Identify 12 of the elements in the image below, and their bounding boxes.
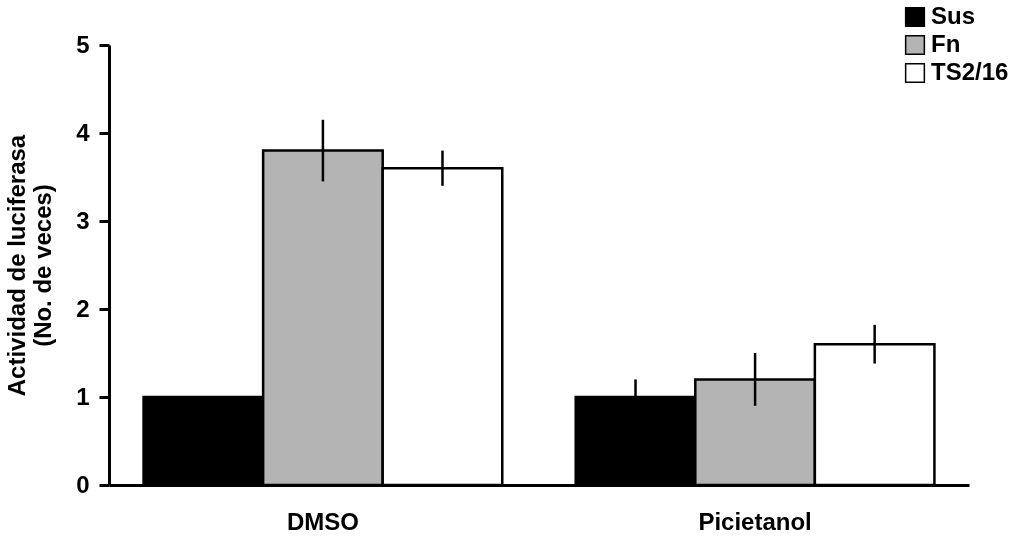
- legend-label: Sus: [931, 2, 976, 29]
- y-tick-label: 2: [76, 294, 90, 322]
- y-tick-label: 3: [76, 206, 90, 234]
- y-tick-label: 0: [76, 470, 90, 498]
- y-tick-label: 1: [76, 382, 90, 410]
- y-tick-label: 4: [76, 118, 91, 146]
- legend-label: TS2/16: [931, 58, 1009, 85]
- legend-label: Fn: [931, 30, 961, 57]
- x-tick-label: DMSO: [286, 507, 359, 535]
- y-axis-title: Actividad de luciferasa (No. de veces): [3, 134, 57, 397]
- y-tick-label: 5: [76, 30, 90, 58]
- x-tick-label: Picietanol: [698, 507, 812, 535]
